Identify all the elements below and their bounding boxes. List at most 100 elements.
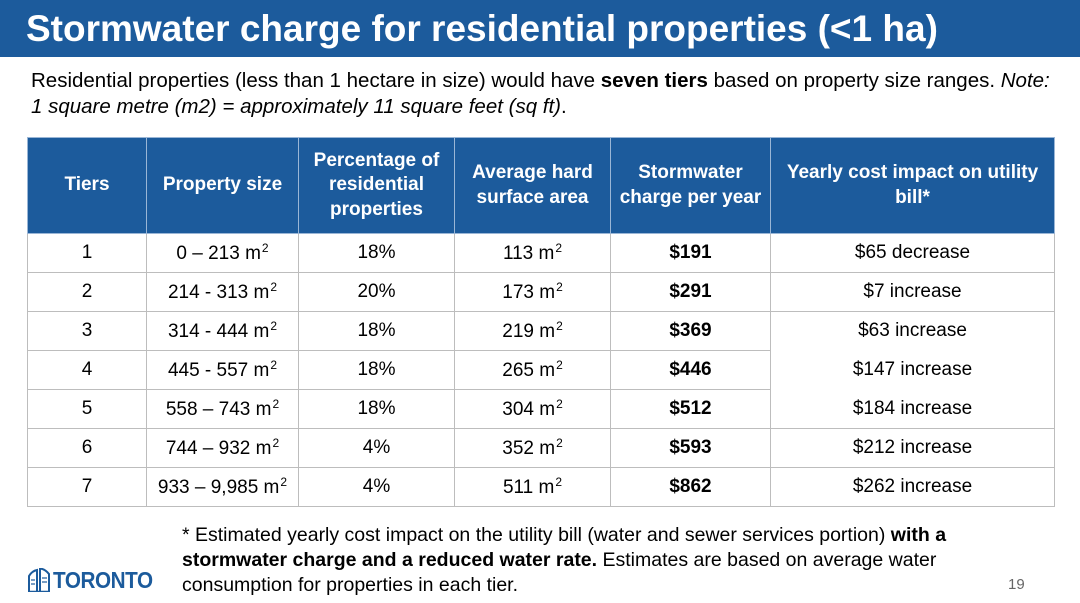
- table-header-row: Tiers Property size Percentage of reside…: [27, 137, 1055, 234]
- cell-charge: $593: [610, 428, 771, 468]
- cell-size: 744 – 932 m2: [146, 428, 299, 468]
- cell-impact: $63 increase: [770, 311, 1055, 351]
- cell-size: 445 - 557 m2: [146, 350, 299, 390]
- cell-area-value: 511 m: [502, 477, 555, 498]
- cell-charge: $369: [610, 311, 771, 351]
- cell-size: 214 - 313 m2: [146, 272, 299, 312]
- cell-size: 0 – 213 m2: [146, 233, 299, 273]
- cell-area-value: 304 m: [502, 399, 556, 420]
- unit-superscript: 2: [555, 475, 563, 489]
- cell-charge: $191: [610, 233, 771, 273]
- unit-superscript: 2: [555, 241, 563, 255]
- cell-size: 314 - 444 m2: [146, 311, 299, 351]
- cell-percentage: 20%: [298, 272, 455, 312]
- cell-size-value: 933 – 9,985 m: [157, 477, 280, 498]
- cell-charge-value: $291: [669, 281, 712, 302]
- footnote-text: * Estimated yearly cost impact on the ut…: [182, 524, 891, 546]
- cell-percentage-value: 18%: [357, 359, 396, 380]
- cell-charge-value: $593: [669, 437, 712, 458]
- cell-charge: $291: [610, 272, 771, 312]
- cell-tier: 2: [27, 272, 147, 312]
- cell-area: 113 m2: [454, 233, 611, 273]
- cell-impact: $147 increase: [770, 350, 1055, 390]
- header-tiers: Tiers: [27, 137, 147, 234]
- cell-size: 558 – 743 m2: [146, 389, 299, 429]
- page-number: 19: [1008, 576, 1025, 593]
- cell-impact: $7 increase: [770, 272, 1055, 312]
- cell-size-value: 744 – 932 m: [165, 438, 272, 459]
- table-row: 7 933 – 9,985 m2 4% 511 m2 $862 $262 increase: [27, 467, 1055, 507]
- cell-area-value: 265 m: [502, 360, 556, 381]
- unit-superscript: 2: [556, 397, 563, 411]
- cell-tier: 6: [27, 428, 147, 468]
- toronto-logo: TORONTO: [28, 562, 164, 592]
- cell-percentage-value: 4%: [362, 476, 391, 497]
- unit-superscript: 2: [270, 319, 278, 333]
- cell-size-value: 445 - 557 m: [167, 360, 270, 381]
- cell-impact: $212 increase: [770, 428, 1055, 468]
- table-row: 3 314 - 444 m2 18% 219 m2 $369 $63 increase: [27, 311, 1055, 351]
- footnote: * Estimated yearly cost impact on the ut…: [182, 523, 1002, 598]
- cell-tier-value: 1: [81, 242, 93, 263]
- slide-title: Stormwater charge for residential proper…: [0, 0, 1080, 57]
- intro-text: Residential properties (less than 1 hect…: [31, 69, 601, 92]
- cell-tier-value: 6: [81, 437, 93, 458]
- unit-superscript: 2: [556, 319, 563, 333]
- cell-area-value: 219 m: [502, 321, 556, 342]
- table-row: 5 558 – 743 m2 18% 304 m2 $512 $184 increase: [27, 389, 1055, 429]
- cell-area: 352 m2: [454, 428, 611, 468]
- cell-size-value: 558 – 743 m: [165, 399, 272, 420]
- cell-percentage-value: 18%: [357, 242, 396, 263]
- header-property-size: Property size: [146, 137, 299, 234]
- cell-tier: 4: [27, 350, 147, 390]
- cell-size-value: 0 – 213 m: [176, 243, 261, 264]
- cell-impact: $262 increase: [770, 467, 1055, 507]
- city-hall-icon: [28, 568, 50, 592]
- cell-area: 219 m2: [454, 311, 611, 351]
- cell-charge-value: $191: [669, 242, 712, 263]
- cell-impact-value: $262 increase: [852, 476, 973, 497]
- cell-size-value: 214 - 313 m: [167, 282, 270, 303]
- intro-paragraph: Residential properties (less than 1 hect…: [31, 68, 1051, 120]
- header-hard-surface: Average hard surface area: [454, 137, 611, 234]
- cell-size-value: 314 - 444 m: [167, 321, 270, 342]
- cell-charge: $862: [610, 467, 771, 507]
- table-row: 6 744 – 932 m2 4% 352 m2 $593 $212 increase: [27, 428, 1055, 468]
- unit-superscript: 2: [270, 280, 278, 294]
- cell-impact-value: $184 increase: [852, 397, 973, 419]
- unit-superscript: 2: [272, 397, 280, 411]
- cell-charge: $512: [610, 389, 771, 429]
- cell-percentage: 18%: [298, 350, 455, 390]
- cell-impact-value: $65 decrease: [854, 242, 971, 263]
- cell-tier-value: 7: [81, 476, 93, 497]
- intro-text-2: based on property size ranges.: [707, 69, 1001, 92]
- tiers-table: Tiers Property size Percentage of reside…: [27, 137, 1055, 507]
- intro-note: Note: 1 square metre (m2) = approximatel…: [31, 69, 1050, 118]
- cell-tier: 1: [27, 233, 147, 273]
- cell-tier-value: 3: [81, 320, 93, 341]
- unit-superscript: 2: [272, 436, 280, 450]
- logo-text: TORONTO: [53, 567, 153, 593]
- cell-area-value: 352 m: [502, 438, 556, 459]
- cell-area: 511 m2: [454, 467, 611, 507]
- cell-size: 933 – 9,985 m2: [146, 467, 299, 507]
- footnote-text-2: Estimates are based on average water con…: [182, 549, 937, 596]
- cell-charge: $446: [610, 350, 771, 390]
- unit-superscript: 2: [270, 358, 278, 372]
- cell-tier: 5: [27, 389, 147, 429]
- unit-superscript: 2: [556, 280, 563, 294]
- cell-percentage: 18%: [298, 233, 455, 273]
- cell-tier-value: 5: [81, 398, 93, 419]
- unit-superscript: 2: [261, 241, 269, 255]
- cell-charge-value: $446: [669, 359, 712, 380]
- cell-percentage: 18%: [298, 389, 455, 429]
- cell-impact-value: $63 increase: [858, 320, 967, 342]
- unit-superscript: 2: [556, 436, 563, 450]
- cell-area: 304 m2: [454, 389, 611, 429]
- cell-tier: 7: [27, 467, 147, 507]
- cell-charge-value: $862: [669, 476, 712, 497]
- cell-charge-value: $369: [669, 320, 712, 341]
- cell-percentage: 4%: [298, 467, 455, 507]
- cell-percentage: 18%: [298, 311, 455, 351]
